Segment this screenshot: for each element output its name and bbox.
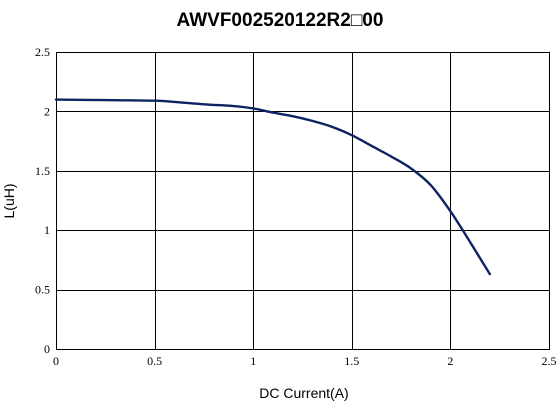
series-layer: [54, 98, 492, 276]
y-tick-label: 2: [44, 104, 50, 118]
plot-frame: [56, 52, 550, 350]
y-tick-label: 2.5: [35, 45, 50, 59]
y-tick-label: 1.5: [35, 164, 50, 178]
series-line: [54, 98, 492, 276]
x-tick-label: 1.5: [344, 354, 359, 368]
x-tick-label: 2: [447, 354, 453, 368]
grid: [56, 52, 550, 350]
y-tick-label: 0: [44, 342, 50, 356]
x-axis-label: DC Current(A): [259, 385, 348, 401]
x-tick-label: 2.5: [542, 354, 557, 368]
y-tick-label: 0.5: [35, 283, 50, 297]
x-tick-label: 0.5: [147, 354, 162, 368]
tick-labels: 0 0.5 1 1.5 2 2.5 0 0.5 1 1.5 2 2.5: [35, 45, 557, 368]
y-axis-label: L(uH): [1, 183, 17, 218]
y-tick-label: 1: [44, 223, 50, 237]
x-tick-label: 0: [53, 354, 59, 368]
chart-title: AWVF002520122R2□00: [177, 10, 384, 31]
x-tick-label: 1: [250, 354, 256, 368]
